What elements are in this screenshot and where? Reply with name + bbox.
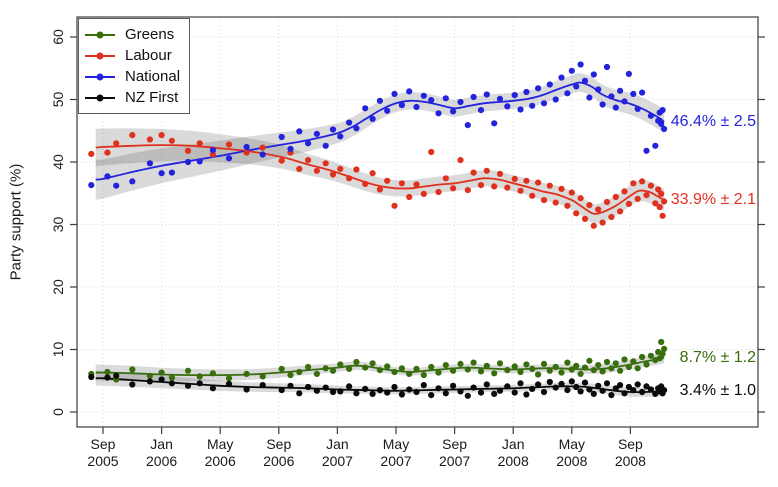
- annotation-nzfirst: 3.4% ± 1.0: [679, 381, 756, 399]
- confidence-band-nzfirst: [95, 370, 665, 397]
- trend-line-greens: [95, 356, 665, 377]
- y-tick-label: 60: [50, 29, 66, 45]
- legend-item-national: National: [79, 67, 189, 86]
- x-tick-label: Jan 2008: [498, 436, 529, 469]
- annotation-national: 46.4% ± 2.5: [670, 113, 756, 130]
- poll-points-greens: [88, 338, 668, 383]
- y-tick-label: 30: [50, 217, 66, 233]
- y-tick-label: 40: [50, 154, 66, 170]
- y-tick-label: 50: [50, 92, 66, 108]
- confidence-bands: [95, 73, 665, 397]
- poll-points-labour: [88, 132, 668, 229]
- legend-marker-nzfirst: [85, 94, 115, 101]
- tick-labels: 0 10 20 30 40 50 60 Sep 2005 Jan 2006 May 2006 Sep 200…: [50, 29, 646, 469]
- annotation-greens: 8.7% ± 1.2: [679, 348, 756, 366]
- nzfirst-dot-icon: [96, 94, 104, 101]
- legend-label-greens: Greens: [125, 26, 175, 43]
- y-tick-label: 10: [50, 342, 66, 358]
- x-tick-label: May 2007: [380, 436, 411, 469]
- greens-dot-icon: [96, 31, 104, 38]
- annotation-labour: 33.9% ± 2.1: [670, 191, 756, 209]
- legend-marker-national: [85, 73, 115, 80]
- axis-frame: [70, 16, 765, 434]
- legend-label-nzfirst: NZ First: [125, 89, 179, 106]
- legend-item-greens: Greens: [79, 25, 189, 44]
- legend-label-national: National: [125, 68, 181, 85]
- legend-marker-greens: [85, 31, 115, 38]
- trend-line-labour: [95, 144, 665, 215]
- x-tick-label: Sep 2008: [615, 436, 646, 469]
- legend-marker-labour: [85, 52, 115, 59]
- x-tick-label: Sep 2006: [263, 436, 294, 469]
- x-tick-label: May 2008: [556, 436, 587, 469]
- x-tick-label: Jan 2006: [146, 436, 177, 469]
- x-tick-label: Sep 2007: [439, 436, 470, 469]
- confidence-band-national: [95, 73, 665, 200]
- y-tick-label: 20: [50, 279, 66, 295]
- x-tick-label: May 2006: [205, 436, 236, 469]
- legend: Greens Labour National NZ First: [78, 18, 190, 114]
- x-tick-label: Sep 2005: [87, 436, 118, 469]
- legend-item-labour: Labour: [79, 46, 189, 65]
- y-axis-title: Party support (%): [7, 163, 25, 281]
- labour-dot-icon: [96, 52, 104, 59]
- national-dot-icon: [96, 73, 104, 80]
- legend-label-labour: Labour: [125, 47, 172, 64]
- poll-points-national: [88, 61, 668, 189]
- x-tick-label: Jan 2007: [322, 436, 353, 469]
- legend-item-nzfirst: NZ First: [79, 88, 189, 107]
- poll-points-nzfirst: [88, 372, 668, 399]
- y-tick-label: 0: [50, 408, 66, 416]
